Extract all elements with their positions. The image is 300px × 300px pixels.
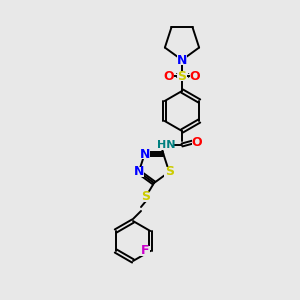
FancyBboxPatch shape <box>159 140 173 150</box>
Text: O: O <box>164 70 174 83</box>
FancyBboxPatch shape <box>190 71 200 81</box>
Text: N: N <box>177 53 187 67</box>
FancyBboxPatch shape <box>177 71 187 81</box>
Text: F: F <box>141 244 150 257</box>
Text: :: : <box>174 70 178 80</box>
FancyBboxPatch shape <box>134 167 144 177</box>
FancyBboxPatch shape <box>140 149 150 159</box>
Text: :: : <box>186 70 190 80</box>
Text: O: O <box>190 70 200 83</box>
Text: S: S <box>178 70 187 83</box>
FancyBboxPatch shape <box>192 137 202 147</box>
FancyBboxPatch shape <box>141 192 151 202</box>
Text: N: N <box>140 148 150 160</box>
FancyBboxPatch shape <box>164 71 174 81</box>
Text: HN: HN <box>157 140 175 150</box>
Text: O: O <box>192 136 202 148</box>
FancyBboxPatch shape <box>177 55 187 65</box>
Text: S: S <box>142 190 151 203</box>
Text: S: S <box>165 165 174 178</box>
FancyBboxPatch shape <box>164 167 174 177</box>
Text: N: N <box>134 165 144 178</box>
FancyBboxPatch shape <box>140 246 150 256</box>
